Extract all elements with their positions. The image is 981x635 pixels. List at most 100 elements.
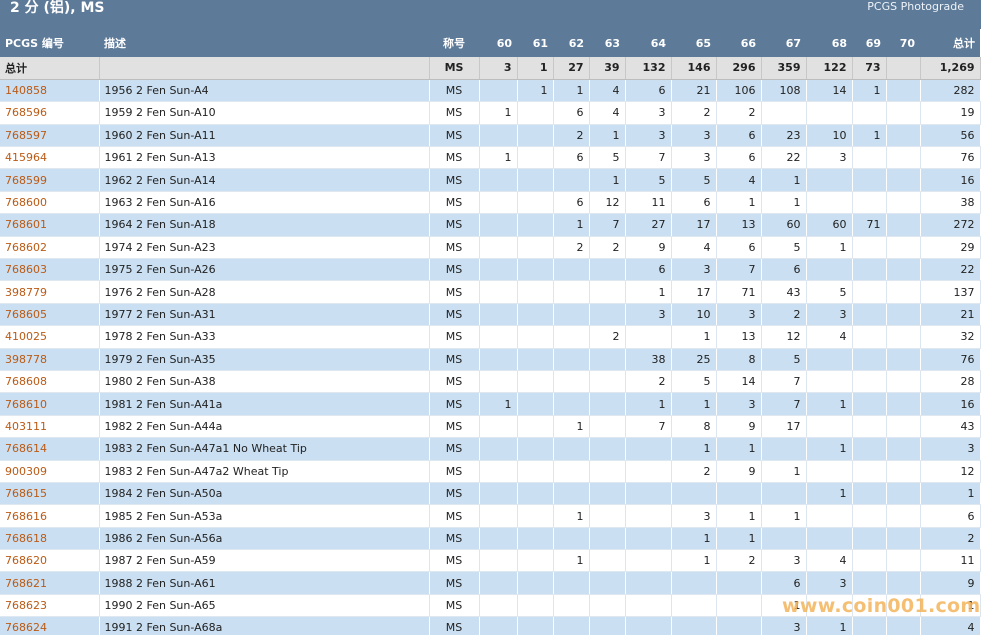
grade-count-cell bbox=[886, 280, 921, 304]
designation-cell: MS bbox=[429, 213, 480, 237]
column-header[interactable]: 70 bbox=[886, 29, 920, 57]
grade-count-cell: 1 bbox=[761, 191, 807, 215]
pcgs-number-link[interactable]: 768605 bbox=[5, 307, 47, 321]
total-cell: 9 bbox=[920, 571, 981, 595]
column-header[interactable]: 69 bbox=[852, 29, 886, 57]
designation-cell: MS bbox=[429, 415, 480, 439]
total-cell: 137 bbox=[920, 280, 981, 304]
column-header[interactable]: 60 bbox=[479, 29, 517, 57]
grade-count-cell: 27 bbox=[553, 57, 590, 80]
total-cell: 16 bbox=[920, 392, 981, 416]
grade-count-cell: 4 bbox=[806, 549, 853, 573]
column-header[interactable]: 63 bbox=[589, 29, 625, 57]
designation-cell: MS bbox=[429, 527, 480, 551]
photograde-link[interactable]: PCGS Photograde bbox=[867, 0, 964, 13]
pcgs-number-link[interactable]: 768620 bbox=[5, 554, 47, 568]
grade-count-cell: 1 bbox=[806, 616, 853, 635]
grade-count-cell: 3 bbox=[671, 258, 717, 282]
pcgs-number-link[interactable]: 140858 bbox=[5, 84, 47, 98]
pcgs-number-link[interactable]: 768615 bbox=[5, 487, 47, 501]
grade-count-cell bbox=[589, 348, 626, 371]
column-header[interactable]: 67 bbox=[761, 29, 806, 57]
column-header[interactable]: PCGS 编号 bbox=[0, 29, 99, 57]
pcgs-number-link[interactable]: 768610 bbox=[5, 397, 47, 411]
pcgs-number-cell: 140858 bbox=[0, 79, 100, 103]
pcgs-number-link[interactable]: 768597 bbox=[5, 128, 47, 142]
pcgs-number-cell: 768624 bbox=[0, 616, 100, 635]
pcgs-number-link[interactable]: 768600 bbox=[5, 196, 47, 210]
grade-count-cell bbox=[479, 571, 518, 595]
grade-count-cell bbox=[479, 415, 518, 439]
grade-count-cell: 1 bbox=[806, 236, 853, 260]
grade-count-cell: 1 bbox=[761, 460, 807, 483]
column-header[interactable]: 总计 bbox=[920, 29, 980, 57]
pcgs-number-link[interactable]: 768596 bbox=[5, 106, 47, 120]
pcgs-number-link[interactable]: 403111 bbox=[5, 419, 47, 433]
total-cell: 2 bbox=[920, 527, 981, 551]
grade-count-cell bbox=[517, 213, 554, 237]
column-header[interactable]: 65 bbox=[671, 29, 716, 57]
column-header[interactable]: 64 bbox=[625, 29, 671, 57]
grade-count-cell bbox=[886, 79, 921, 103]
column-header[interactable]: 62 bbox=[553, 29, 589, 57]
table-row: 768605 1977 2 Fen Sun-A31 MS 3 10 3 2 3 21 bbox=[0, 303, 981, 327]
total-cell: 29 bbox=[920, 236, 981, 260]
grade-count-cell: 6 bbox=[716, 146, 762, 170]
pcgs-number-link[interactable]: 768601 bbox=[5, 218, 47, 232]
designation-cell: MS bbox=[429, 549, 480, 573]
table-row: 140858 1956 2 Fen Sun-A4 MS 1 1 4 6 21 106 108 14 1… bbox=[0, 79, 981, 103]
grade-count-cell: 1 bbox=[479, 146, 518, 170]
column-header[interactable]: 66 bbox=[716, 29, 761, 57]
pcgs-number-link[interactable]: 398778 bbox=[5, 352, 47, 366]
grade-count-cell bbox=[479, 370, 518, 394]
grade-count-cell bbox=[517, 258, 554, 282]
pcgs-number-cell: 768597 bbox=[0, 124, 100, 148]
pcgs-number-link[interactable]: 900309 bbox=[5, 464, 47, 478]
grade-count-cell bbox=[625, 571, 672, 595]
designation-cell: MS bbox=[429, 594, 480, 618]
grade-count-cell bbox=[852, 527, 887, 551]
column-header[interactable]: 称号 bbox=[429, 29, 479, 57]
grade-count-cell: 2 bbox=[553, 124, 590, 148]
grade-count-cell bbox=[886, 124, 921, 148]
grade-count-cell bbox=[589, 303, 626, 327]
grade-count-cell: 6 bbox=[716, 236, 762, 260]
table-row: 768596 1959 2 Fen Sun-A10 MS 1 6 4 3 2 2 19 bbox=[0, 101, 981, 125]
grade-count-cell bbox=[886, 437, 921, 461]
pcgs-number-link[interactable]: 768602 bbox=[5, 240, 47, 254]
grade-count-cell: 12 bbox=[589, 191, 626, 215]
pcgs-number-link[interactable]: 768623 bbox=[5, 599, 47, 613]
grade-count-cell: 1 bbox=[517, 57, 554, 80]
pcgs-number-link[interactable]: 768621 bbox=[5, 576, 47, 590]
column-header[interactable]: 描述 bbox=[99, 29, 429, 57]
column-header[interactable]: 68 bbox=[806, 29, 852, 57]
pcgs-number-link[interactable]: 415964 bbox=[5, 151, 47, 165]
pcgs-number-link[interactable]: 768616 bbox=[5, 509, 47, 523]
pcgs-number-link[interactable]: 768614 bbox=[5, 442, 47, 456]
grade-count-cell bbox=[852, 616, 887, 635]
pcgs-number-link[interactable]: 398779 bbox=[5, 285, 47, 299]
grade-count-cell: 9 bbox=[716, 415, 762, 439]
grade-count-cell bbox=[886, 549, 921, 573]
pcgs-number-link[interactable]: 768618 bbox=[5, 531, 47, 545]
grade-count-cell: 1 bbox=[625, 280, 672, 304]
grade-count-cell: 13 bbox=[716, 325, 762, 349]
grade-count-cell bbox=[553, 325, 590, 349]
pcgs-number-link[interactable]: 768608 bbox=[5, 375, 47, 389]
pcgs-number-link[interactable]: 768603 bbox=[5, 263, 47, 277]
grade-count-cell bbox=[886, 325, 921, 349]
grade-count-cell bbox=[479, 213, 518, 237]
grade-count-cell bbox=[625, 504, 672, 528]
grade-count-cell: 1 bbox=[852, 124, 887, 148]
grade-count-cell bbox=[886, 168, 921, 192]
grade-count-cell bbox=[886, 348, 921, 371]
description-cell: 1960 2 Fen Sun-A11 bbox=[99, 124, 430, 148]
pcgs-number-link[interactable]: 768599 bbox=[5, 173, 47, 187]
pcgs-number-link[interactable]: 768624 bbox=[5, 621, 47, 635]
grade-count-cell bbox=[852, 101, 887, 125]
grade-count-cell: 14 bbox=[806, 79, 853, 103]
grade-count-cell bbox=[479, 616, 518, 635]
grade-count-cell: 2 bbox=[671, 101, 717, 125]
column-header[interactable]: 61 bbox=[517, 29, 553, 57]
pcgs-number-link[interactable]: 410025 bbox=[5, 330, 47, 344]
